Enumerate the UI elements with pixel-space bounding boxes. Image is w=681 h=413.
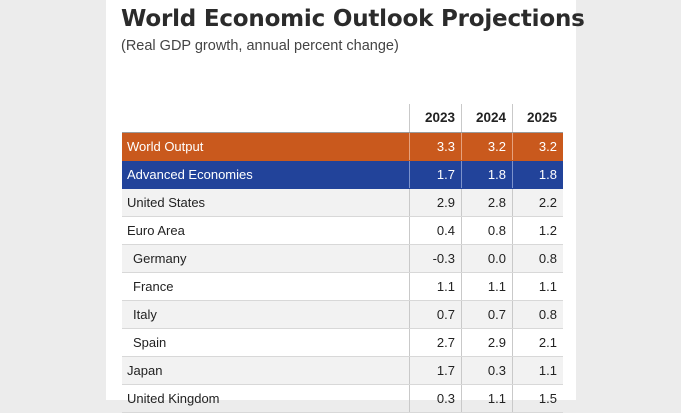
table-row-france: France 1.1 1.1 1.1 xyxy=(122,273,563,301)
value-2023: 0.4 xyxy=(409,217,461,244)
table-row-japan: Japan 1.7 0.3 1.1 xyxy=(122,357,563,385)
projections-card: World Economic Outlook Projections (Real… xyxy=(106,0,585,413)
table-row-italy: Italy 0.7 0.7 0.8 xyxy=(122,301,563,329)
row-label: France xyxy=(133,279,174,294)
value-2023: 0.3 xyxy=(409,385,461,412)
value-2023: 0.7 xyxy=(409,301,461,328)
header-year-2025: 2025 xyxy=(512,104,563,132)
value-2025: 1.1 xyxy=(512,273,563,300)
row-label: Italy xyxy=(133,307,157,322)
value-2024: 2.9 xyxy=(461,329,512,356)
table-row-united-states: United States 2.9 2.8 2.2 xyxy=(122,189,563,217)
value-2024: 1.1 xyxy=(461,273,512,300)
header-year-2024: 2024 xyxy=(461,104,512,132)
value-2023: 2.7 xyxy=(409,329,461,356)
value-2025: 2.2 xyxy=(512,189,563,216)
table-row-world-output: World Output 3.3 3.2 3.2 xyxy=(122,133,563,161)
value-2024: 1.8 xyxy=(461,161,512,188)
value-2025: 1.8 xyxy=(512,161,563,188)
value-2025: 3.2 xyxy=(512,133,563,160)
value-2025: 2.1 xyxy=(512,329,563,356)
value-2024: 0.3 xyxy=(461,357,512,384)
projections-table: 2023 2024 2025 World Output 3.3 3.2 3.2 … xyxy=(122,104,563,413)
value-2024: 1.1 xyxy=(461,385,512,412)
table-row-advanced-economies: Advanced Economies 1.7 1.8 1.8 xyxy=(122,161,563,189)
page-subtitle: (Real GDP growth, annual percent change) xyxy=(121,38,399,54)
row-label: Japan xyxy=(127,363,163,378)
table-row-germany: Germany -0.3 0.0 0.8 xyxy=(122,245,563,273)
value-2023: 2.9 xyxy=(409,189,461,216)
value-2023: 3.3 xyxy=(409,133,461,160)
row-label: United Kingdom xyxy=(127,391,220,406)
table-row-united-kingdom: United Kingdom 0.3 1.1 1.5 xyxy=(122,385,563,413)
value-2023: -0.3 xyxy=(409,245,461,272)
row-label: Advanced Economies xyxy=(127,167,253,182)
value-2024: 0.8 xyxy=(461,217,512,244)
row-label: United States xyxy=(127,195,206,210)
value-2023: 1.7 xyxy=(409,161,461,188)
value-2025: 1.5 xyxy=(512,385,563,412)
value-2023: 1.1 xyxy=(409,273,461,300)
value-2024: 3.2 xyxy=(461,133,512,160)
value-2025: 0.8 xyxy=(512,245,563,272)
value-2024: 0.7 xyxy=(461,301,512,328)
value-2023: 1.7 xyxy=(409,357,461,384)
table-row-euro-area: Euro Area 0.4 0.8 1.2 xyxy=(122,217,563,245)
row-label: World Output xyxy=(127,139,204,154)
value-2024: 2.8 xyxy=(461,189,512,216)
page-title: World Economic Outlook Projections xyxy=(121,6,585,32)
row-label: Euro Area xyxy=(127,223,185,238)
table-header-row: 2023 2024 2025 xyxy=(122,104,563,133)
value-2025: 1.2 xyxy=(512,217,563,244)
table-row-spain: Spain 2.7 2.9 2.1 xyxy=(122,329,563,357)
row-label: Spain xyxy=(133,335,167,350)
value-2025: 1.1 xyxy=(512,357,563,384)
value-2024: 0.0 xyxy=(461,245,512,272)
row-label: Germany xyxy=(133,251,187,266)
value-2025: 0.8 xyxy=(512,301,563,328)
header-label-cell xyxy=(122,104,409,132)
header-year-2023: 2023 xyxy=(409,104,461,132)
